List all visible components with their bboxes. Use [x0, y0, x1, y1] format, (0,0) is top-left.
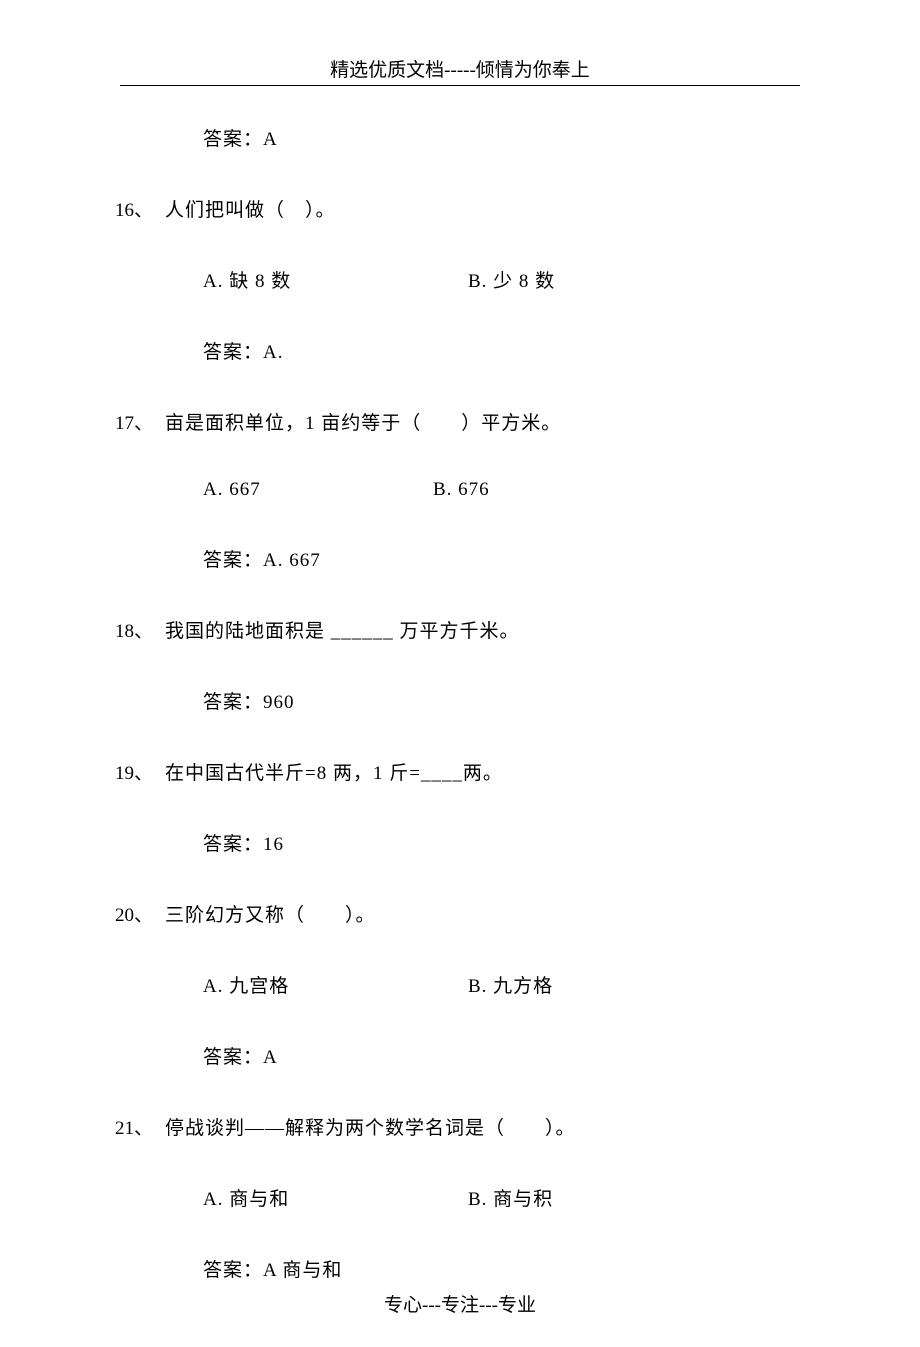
question-18: 18、 我国的陆地面积是 ______ 万平方千米。 答案：960 — [115, 616, 805, 714]
question-options: A. 667 B. 676 — [203, 479, 805, 501]
question-number: 21、 — [115, 1113, 165, 1140]
option-b: B. 商与积 — [468, 1184, 553, 1211]
question-options: A. 九宫格 B. 九方格 — [203, 971, 805, 998]
option-b: B. 九方格 — [468, 971, 553, 998]
question-content: 停战谈判——解释为两个数学名词是（ ）。 — [165, 1113, 805, 1140]
option-b: B. 少 8 数 — [468, 266, 555, 293]
question-content: 三阶幻方又称（ ）。 — [165, 900, 805, 927]
question-text: 20、 三阶幻方又称（ ）。 — [115, 900, 805, 927]
question-content: 亩是面积单位，1 亩约等于（ ）平方米。 — [165, 408, 805, 435]
question-number: 16、 — [115, 195, 165, 222]
question-16: 16、 人们把叫做（ ）。 A. 缺 8 数 B. 少 8 数 答案：A. — [115, 195, 805, 364]
page-footer: 专心---专注---专业 — [115, 1290, 805, 1317]
page-header: 精选优质文档-----倾情为你奉上 — [115, 55, 805, 82]
question-text: 21、 停战谈判——解释为两个数学名词是（ ）。 — [115, 1113, 805, 1140]
question-21: 21、 停战谈判——解释为两个数学名词是（ ）。 A. 商与和 B. 商与积 答… — [115, 1113, 805, 1282]
question-number: 20、 — [115, 900, 165, 927]
question-content: 人们把叫做（ ）。 — [165, 195, 805, 222]
option-a: A. 667 — [203, 479, 433, 501]
question-17: 17、 亩是面积单位，1 亩约等于（ ）平方米。 A. 667 B. 676 答… — [115, 408, 805, 572]
question-number: 19、 — [115, 758, 165, 785]
header-underline — [120, 85, 800, 86]
question-answer: 答案：16 — [203, 829, 805, 856]
option-b: B. 676 — [433, 479, 490, 501]
answer-previous: 答案：A — [203, 124, 805, 151]
question-options: A. 缺 8 数 B. 少 8 数 — [203, 266, 805, 293]
question-answer: 答案：A. 667 — [203, 545, 805, 572]
question-text: 17、 亩是面积单位，1 亩约等于（ ）平方米。 — [115, 408, 805, 435]
question-text: 16、 人们把叫做（ ）。 — [115, 195, 805, 222]
question-20: 20、 三阶幻方又称（ ）。 A. 九宫格 B. 九方格 答案：A — [115, 900, 805, 1069]
question-number: 18、 — [115, 616, 165, 643]
option-a: A. 商与和 — [203, 1184, 468, 1211]
question-answer: 答案：960 — [203, 687, 805, 714]
option-a: A. 缺 8 数 — [203, 266, 468, 293]
question-answer: 答案：A 商与和 — [203, 1255, 805, 1282]
option-a: A. 九宫格 — [203, 971, 468, 998]
question-options: A. 商与和 B. 商与积 — [203, 1184, 805, 1211]
question-answer: 答案：A. — [203, 337, 805, 364]
question-content: 我国的陆地面积是 ______ 万平方千米。 — [165, 616, 805, 643]
document-page: 精选优质文档-----倾情为你奉上 答案：A 16、 人们把叫做（ ）。 A. … — [0, 0, 920, 1347]
question-text: 19、 在中国古代半斤=8 两，1 斤=____两。 — [115, 758, 805, 785]
question-19: 19、 在中国古代半斤=8 两，1 斤=____两。 答案：16 — [115, 758, 805, 856]
question-answer: 答案：A — [203, 1042, 805, 1069]
question-text: 18、 我国的陆地面积是 ______ 万平方千米。 — [115, 616, 805, 643]
question-number: 17、 — [115, 408, 165, 435]
question-content: 在中国古代半斤=8 两，1 斤=____两。 — [165, 758, 805, 785]
